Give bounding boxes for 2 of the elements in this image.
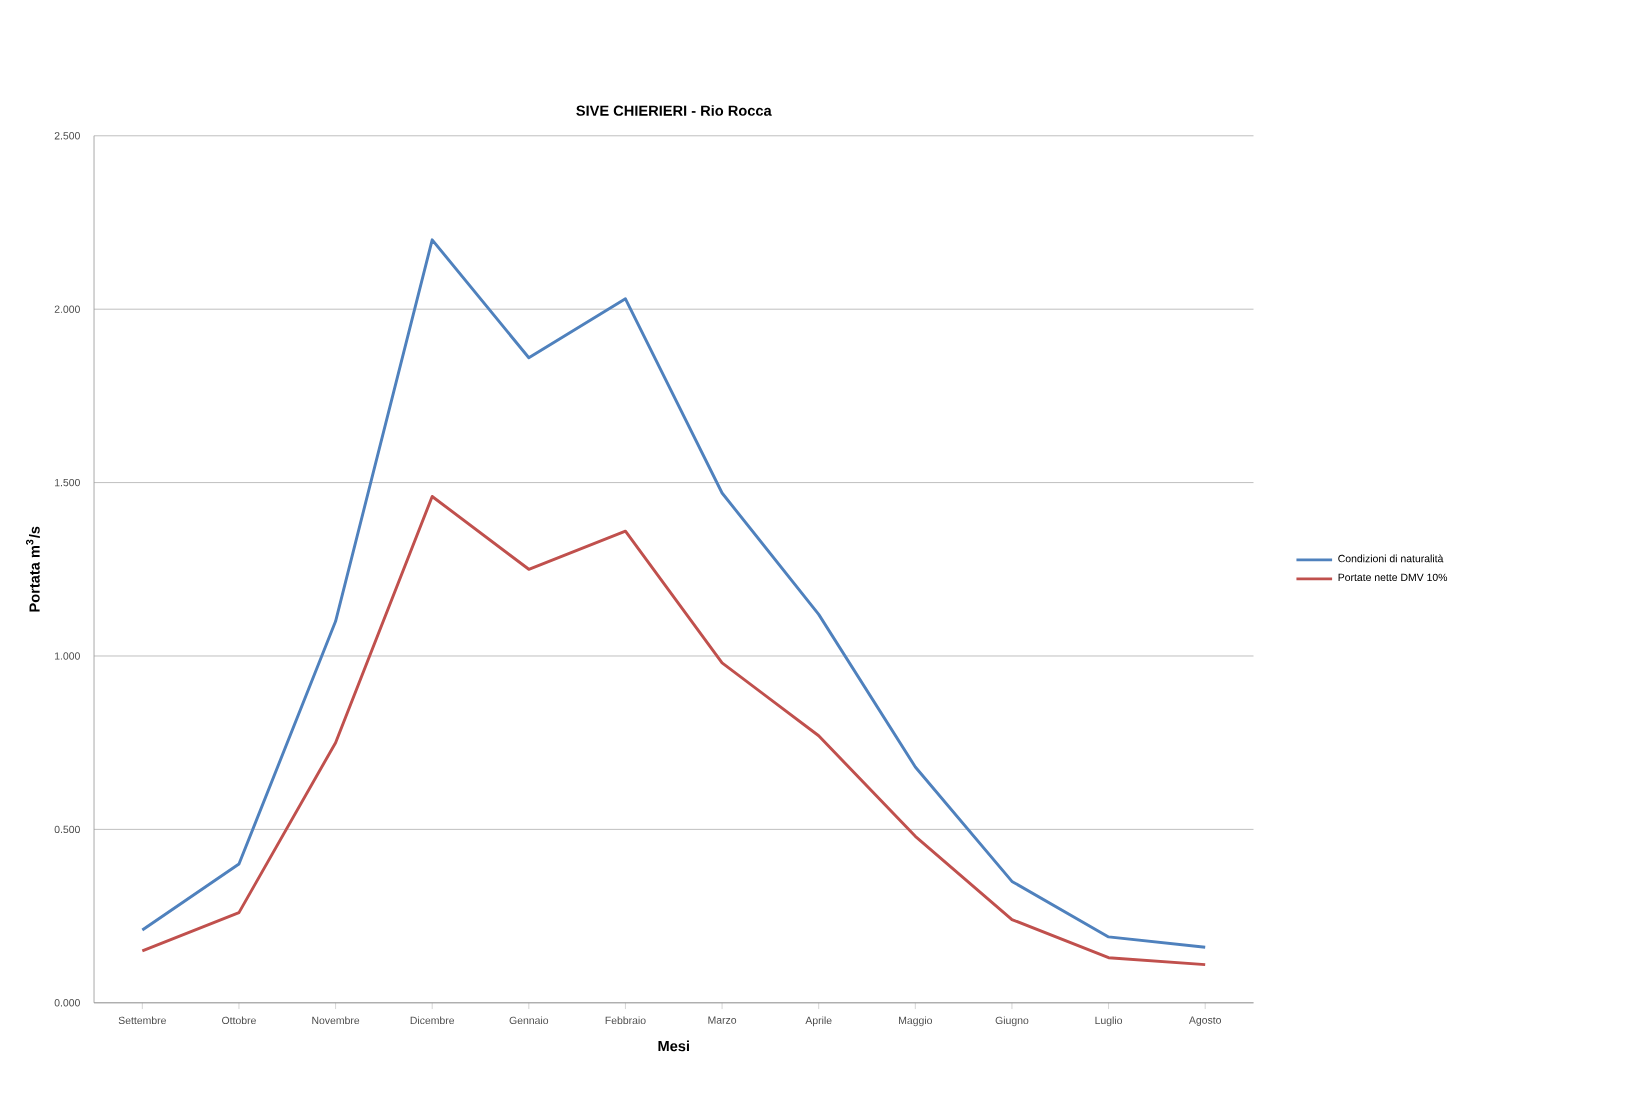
- line-series: [140, 238, 1207, 950]
- line-series: [140, 495, 1207, 967]
